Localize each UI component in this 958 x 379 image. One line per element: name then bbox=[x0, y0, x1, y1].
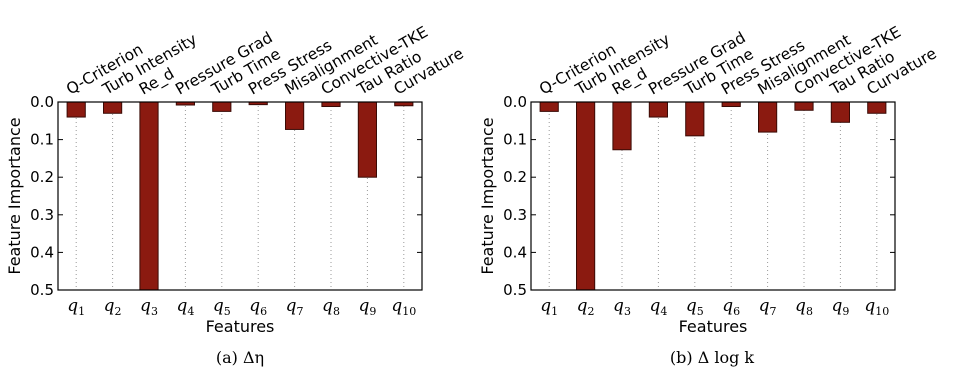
y-tick-label: 0.3 bbox=[503, 206, 527, 224]
y-axis-label: Feature Importance bbox=[5, 117, 24, 274]
y-tick-label: 0.1 bbox=[503, 131, 527, 149]
y-tick-label: 0.3 bbox=[30, 206, 54, 224]
bar-q5 bbox=[212, 101, 232, 112]
bar-q8 bbox=[794, 101, 814, 111]
axes-frame bbox=[57, 101, 423, 291]
bar-q7 bbox=[758, 101, 778, 133]
x-tick-label: q7 bbox=[286, 296, 304, 318]
y-tick-label: 0.5 bbox=[30, 281, 54, 299]
bar-q9 bbox=[830, 101, 850, 123]
x-tick-label: q8 bbox=[795, 296, 813, 318]
x-tick-label: q3 bbox=[613, 296, 631, 318]
x-tick-label: q1 bbox=[67, 296, 85, 318]
x-tick-label: q3 bbox=[140, 296, 158, 318]
bar-q4 bbox=[648, 101, 668, 118]
bar-q3 bbox=[139, 101, 159, 291]
x-tick-label: q6 bbox=[722, 296, 740, 318]
bar-q1 bbox=[66, 101, 86, 118]
bar-q8 bbox=[321, 101, 341, 108]
y-tick-label: 0.4 bbox=[30, 243, 54, 261]
bar-q9 bbox=[357, 101, 377, 178]
bar-q7 bbox=[285, 101, 305, 130]
y-tick-label: 0.0 bbox=[30, 93, 54, 111]
bar-q6 bbox=[721, 101, 741, 108]
subfigure-caption: (a) Δη bbox=[216, 348, 264, 367]
bar-q3 bbox=[612, 101, 632, 151]
bar-q2 bbox=[576, 101, 596, 291]
x-tick-label: q1 bbox=[540, 296, 558, 318]
y-axis-label: Feature Importance bbox=[478, 117, 497, 274]
y-tick-label: 0.4 bbox=[503, 243, 527, 261]
x-tick-label: q8 bbox=[322, 296, 340, 318]
x-tick-label: q9 bbox=[831, 296, 849, 318]
bar-q10 bbox=[867, 101, 887, 114]
y-tick-label: 0.0 bbox=[503, 93, 527, 111]
x-tick-label: q6 bbox=[249, 296, 267, 318]
x-tick-label: q2 bbox=[577, 296, 595, 318]
x-axis-label: Features bbox=[206, 317, 275, 336]
bar-q1 bbox=[539, 101, 559, 112]
x-tick-label: q5 bbox=[213, 296, 231, 318]
x-tick-label: q10 bbox=[391, 296, 416, 318]
x-axis-label: Features bbox=[679, 317, 748, 336]
bar-q5 bbox=[685, 101, 705, 137]
y-tick-label: 0.2 bbox=[503, 168, 527, 186]
x-tick-label: q4 bbox=[649, 296, 667, 318]
y-tick-label: 0.2 bbox=[30, 168, 54, 186]
y-tick-label: 0.5 bbox=[503, 281, 527, 299]
x-tick-label: q9 bbox=[358, 296, 376, 318]
y-tick-label: 0.1 bbox=[30, 131, 54, 149]
bar-q2 bbox=[103, 101, 123, 114]
x-tick-label: q10 bbox=[864, 296, 889, 318]
x-tick-label: q5 bbox=[686, 296, 704, 318]
x-tick-label: q7 bbox=[759, 296, 777, 318]
axes-frame bbox=[530, 101, 896, 291]
subfigure-caption: (b) Δ log k bbox=[670, 348, 755, 367]
x-tick-label: q2 bbox=[104, 296, 122, 318]
x-tick-label: q4 bbox=[176, 296, 194, 318]
